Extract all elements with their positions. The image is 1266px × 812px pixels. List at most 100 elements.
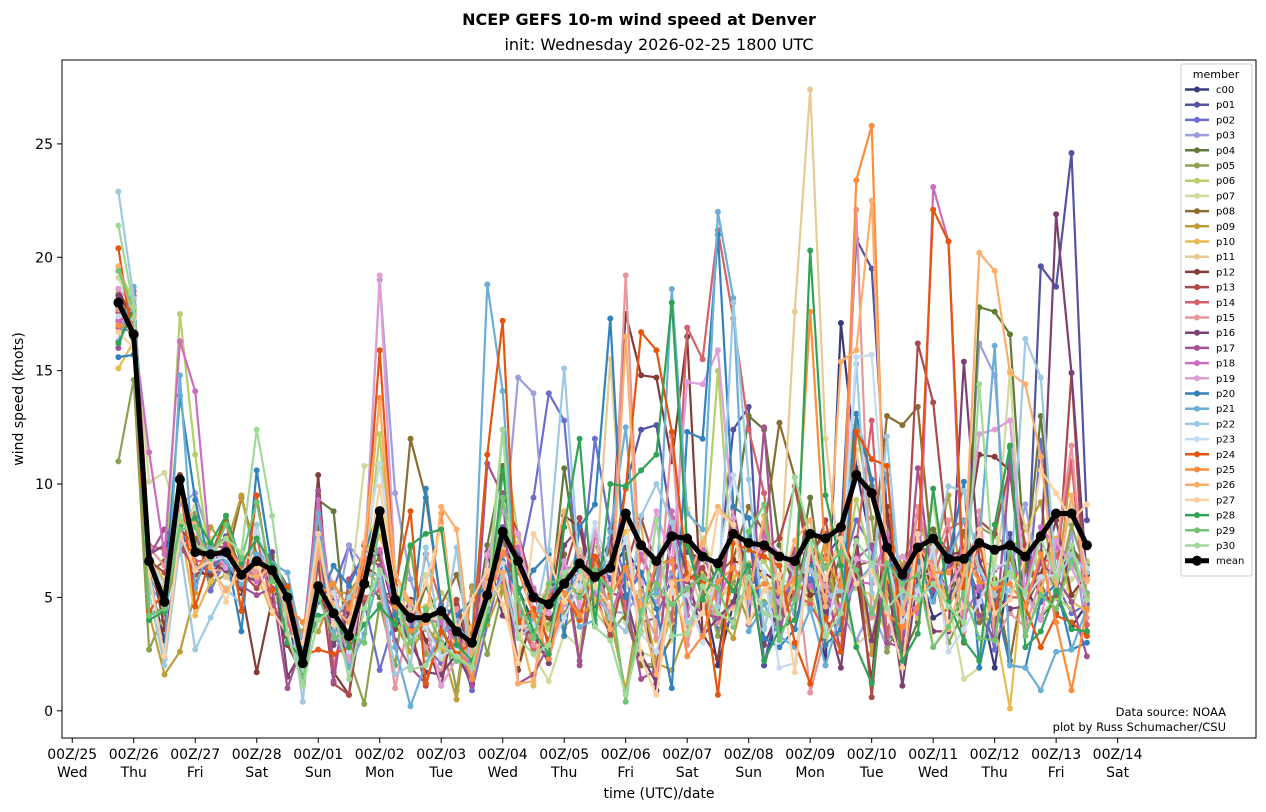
point-p22	[653, 481, 660, 487]
point-mean	[682, 533, 693, 544]
point-p28	[223, 512, 229, 519]
point-p13	[607, 633, 614, 639]
point-p05	[1068, 521, 1075, 528]
point-mean	[236, 569, 247, 580]
point-p26	[376, 399, 383, 406]
point-p25	[1007, 580, 1013, 587]
point-p25	[1022, 603, 1029, 610]
x-tick-label: 00Z/12	[970, 747, 1020, 763]
x-tick-label: 00Z/11	[908, 747, 958, 763]
point-p21	[730, 295, 737, 302]
point-mean	[820, 533, 831, 544]
point-p30	[653, 517, 660, 524]
legend-label: p11	[1216, 252, 1235, 263]
point-p25	[115, 322, 122, 329]
legend-label: p12	[1216, 267, 1235, 278]
x-tick-label: 00Z/07	[662, 747, 712, 763]
point-p27	[1007, 596, 1013, 603]
point-p30	[899, 587, 906, 594]
point-p27	[499, 601, 506, 608]
point-p30	[346, 676, 352, 682]
x-tick-label: 00Z/13	[1031, 747, 1081, 763]
point-p05	[714, 633, 721, 639]
point-p22	[730, 299, 737, 306]
legend-label: p17	[1216, 343, 1235, 354]
point-p26	[1037, 453, 1044, 460]
legend-label: p02	[1216, 115, 1235, 126]
point-mean	[974, 538, 985, 548]
point-p22	[714, 603, 721, 610]
point-p20	[668, 685, 675, 692]
point-p30	[914, 596, 921, 603]
point-p21	[622, 424, 629, 431]
point-p12	[991, 453, 998, 460]
point-p27	[161, 653, 168, 660]
x-tick-day-label: Sat	[1106, 765, 1129, 781]
point-p30	[438, 642, 445, 648]
point-p27	[484, 567, 491, 574]
point-p04	[1037, 413, 1044, 419]
point-p18	[1037, 524, 1044, 531]
point-p17	[315, 487, 322, 494]
y-tick-label: 25	[35, 137, 53, 153]
annotation-line-2: plot by Russ Schumacher/CSU	[1053, 720, 1226, 734]
point-p02	[1068, 610, 1075, 617]
point-p18	[668, 508, 675, 515]
point-p29	[407, 639, 414, 646]
point-p29	[607, 587, 614, 594]
point-p21	[392, 644, 399, 651]
point-p30	[284, 630, 291, 637]
point-p21	[499, 388, 506, 395]
point-p04	[807, 494, 814, 501]
point-p22	[761, 626, 768, 633]
x-tick-day-label: Tue	[428, 765, 453, 781]
point-p23	[591, 519, 598, 526]
point-p02	[561, 417, 568, 424]
point-p15	[392, 685, 399, 692]
point-p23	[699, 639, 706, 646]
point-p30	[530, 651, 537, 658]
point-p10	[1007, 705, 1013, 712]
legend-swatch-marker	[1194, 299, 1200, 306]
point-p21	[1037, 687, 1044, 694]
point-p10	[192, 612, 199, 619]
point-p20	[653, 605, 660, 612]
legend-swatch-marker	[1194, 451, 1200, 458]
point-p21	[407, 703, 414, 710]
point-p24	[253, 492, 260, 499]
point-p30	[791, 474, 798, 481]
point-p21	[315, 510, 322, 517]
legend-swatch-marker	[1194, 420, 1200, 427]
point-p24	[807, 680, 814, 687]
point-p11	[791, 308, 798, 315]
point-p29	[1037, 592, 1044, 599]
point-p09	[730, 635, 737, 642]
legend-swatch-marker	[1194, 542, 1200, 549]
point-p25	[622, 564, 629, 571]
point-p19	[976, 431, 983, 438]
x-tick-label: 00Z/27	[170, 747, 220, 763]
point-p21	[1068, 646, 1075, 653]
point-p17	[976, 612, 983, 619]
point-p27	[822, 576, 829, 583]
point-p15	[422, 644, 429, 651]
point-p02	[545, 390, 552, 397]
point-p30	[730, 619, 737, 626]
legend-item-p03: p03	[1185, 131, 1235, 142]
point-mean	[989, 544, 1000, 555]
point-p25	[361, 558, 368, 565]
point-p28	[438, 526, 445, 533]
legend-swatch-marker	[1194, 390, 1200, 397]
point-p30	[1007, 571, 1013, 578]
point-p19	[1037, 617, 1044, 624]
x-tick-label: 00Z/14	[1093, 747, 1143, 763]
point-p30	[822, 633, 829, 639]
x-tick-day-label: Wed	[487, 765, 518, 781]
point-p05	[484, 651, 491, 658]
legend-swatch-marker	[1194, 466, 1200, 473]
point-p30	[376, 567, 383, 574]
point-p30	[422, 662, 429, 669]
point-p29	[1022, 633, 1029, 639]
point-p28	[392, 621, 399, 628]
point-p26	[438, 503, 445, 510]
